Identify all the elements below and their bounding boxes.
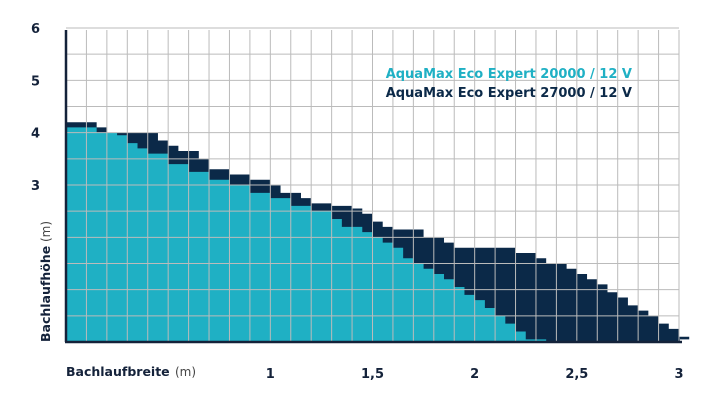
y-tick-label: 6 — [31, 22, 40, 37]
y-axis-unit: (m) — [39, 221, 53, 242]
area-series-20000 — [66, 127, 547, 342]
x-tick-labels: 1 1,5 2 2,5 3 — [266, 367, 684, 382]
y-tick-label: 4 — [31, 127, 40, 142]
x-tick-label: 1 — [266, 367, 275, 382]
x-tick-label: 3 — [674, 367, 683, 382]
series-areas — [66, 122, 714, 342]
x-axis-title: Bachlaufbreite — [66, 364, 170, 379]
x-tick-label: 2,5 — [565, 367, 588, 382]
y-axis-title: Bachlaufhöhe — [38, 246, 53, 342]
grid-lines — [66, 27, 680, 342]
y-tick-label: 5 — [31, 74, 40, 89]
legend-entry-20000: AquaMax Eco Expert 20000 / 12 V — [386, 67, 632, 82]
x-tick-label: 1,5 — [361, 367, 384, 382]
y-tick-labels: 3 4 5 6 — [31, 22, 40, 194]
x-tick-label: 2 — [470, 367, 479, 382]
legend-entry-27000: AquaMax Eco Expert 27000 / 12 V — [386, 86, 632, 101]
y-tick-label: 3 — [31, 179, 40, 194]
x-axis-unit: (m) — [175, 365, 196, 379]
